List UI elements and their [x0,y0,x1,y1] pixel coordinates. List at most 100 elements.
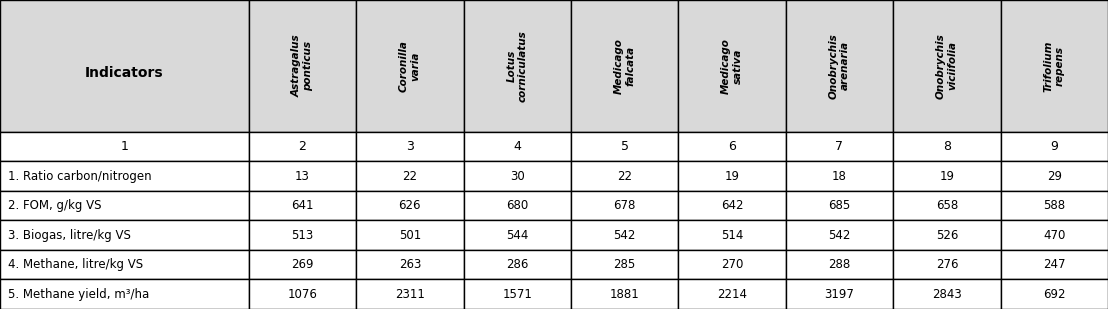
Bar [0,220,248,250]
Text: Onobrychis
viciifolia: Onobrychis viciifolia [936,33,957,99]
Text: 19: 19 [940,170,954,183]
Bar [571,250,678,279]
Bar [786,279,893,309]
Bar [1001,250,1108,279]
Text: 542: 542 [614,229,636,242]
Bar [248,250,356,279]
Text: 6: 6 [728,140,736,153]
Text: Astragalus
ponticus: Astragalus ponticus [291,35,314,97]
Text: 1881: 1881 [609,288,639,301]
Text: 285: 285 [614,258,636,271]
Text: 1: 1 [121,140,129,153]
Bar [678,0,786,132]
Bar [786,191,893,220]
Text: 2: 2 [298,140,307,153]
Bar [893,132,1001,161]
Bar [463,132,571,161]
Bar [356,220,463,250]
Bar [1001,279,1108,309]
Text: 692: 692 [1043,288,1066,301]
Bar [463,0,571,132]
Text: 288: 288 [829,258,851,271]
Text: 641: 641 [291,199,314,212]
Bar [248,161,356,191]
Bar [893,161,1001,191]
Bar [463,250,571,279]
Text: Medicago
sativa: Medicago sativa [721,38,742,94]
Bar [571,161,678,191]
Text: 5: 5 [620,140,628,153]
Bar [0,250,248,279]
Text: 286: 286 [506,258,529,271]
Bar [678,191,786,220]
Bar [0,279,248,309]
Text: 658: 658 [936,199,958,212]
Text: 4: 4 [513,140,521,153]
Text: 276: 276 [935,258,958,271]
Text: 13: 13 [295,170,310,183]
Text: 8: 8 [943,140,951,153]
Bar [463,279,571,309]
Text: Onobrychis
arenaria: Onobrychis arenaria [829,33,850,99]
Text: 1571: 1571 [502,288,532,301]
Text: 513: 513 [291,229,314,242]
Text: 642: 642 [721,199,743,212]
Text: 685: 685 [829,199,851,212]
Bar [356,279,463,309]
Text: 4. Methane, litre/kg VS: 4. Methane, litre/kg VS [8,258,143,271]
Bar [356,191,463,220]
Text: 22: 22 [402,170,418,183]
Text: 526: 526 [935,229,958,242]
Text: 678: 678 [614,199,636,212]
Bar [678,250,786,279]
Bar [356,132,463,161]
Text: 22: 22 [617,170,633,183]
Text: Indicators: Indicators [85,66,164,79]
Bar [1001,191,1108,220]
Text: 588: 588 [1044,199,1066,212]
Text: 680: 680 [506,199,529,212]
Bar [678,132,786,161]
Text: Lotus
corniculatus: Lotus corniculatus [506,30,529,102]
Text: 2311: 2311 [394,288,424,301]
Bar [0,132,248,161]
Text: 3: 3 [406,140,413,153]
Bar [356,250,463,279]
Text: 542: 542 [829,229,851,242]
Text: 5. Methane yield, m³/ha: 5. Methane yield, m³/ha [8,288,148,301]
Bar [786,0,893,132]
Bar [893,250,1001,279]
Text: 29: 29 [1047,170,1061,183]
Bar [248,220,356,250]
Text: 626: 626 [399,199,421,212]
Bar [0,191,248,220]
Bar [786,161,893,191]
Bar [248,0,356,132]
Bar [786,250,893,279]
Bar [463,161,571,191]
Text: 269: 269 [291,258,314,271]
Text: 30: 30 [510,170,524,183]
Text: 19: 19 [725,170,739,183]
Bar [248,279,356,309]
Bar [571,191,678,220]
Text: Trifolium
repens: Trifolium repens [1044,40,1065,91]
Text: 2214: 2214 [717,288,747,301]
Text: 9: 9 [1050,140,1058,153]
Bar [0,0,248,132]
Text: Coronilla
varia: Coronilla varia [399,40,421,92]
Bar [571,220,678,250]
Bar [786,132,893,161]
Bar [463,220,571,250]
Bar [356,161,463,191]
Text: 501: 501 [399,229,421,242]
Bar [893,191,1001,220]
Text: 1076: 1076 [287,288,317,301]
Text: 544: 544 [506,229,529,242]
Bar [571,132,678,161]
Text: 2. FOM, g/kg VS: 2. FOM, g/kg VS [8,199,101,212]
Text: 3197: 3197 [824,288,854,301]
Text: 470: 470 [1043,229,1066,242]
Bar [893,0,1001,132]
Text: 247: 247 [1043,258,1066,271]
